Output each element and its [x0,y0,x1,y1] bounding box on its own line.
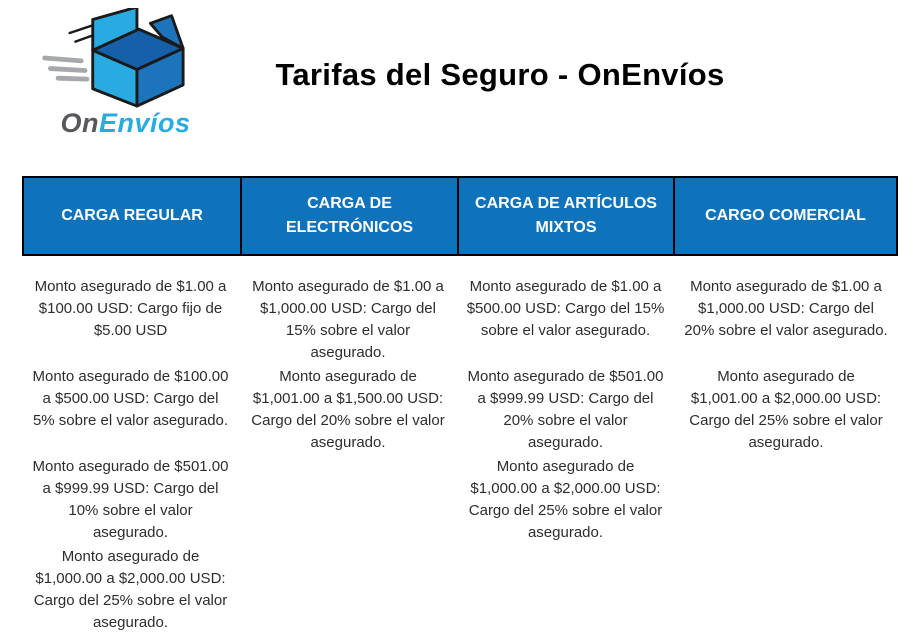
brand-on-text: On [60,108,99,138]
box-right-face [135,46,185,108]
brand-envios-text: Envíos [98,108,191,138]
table-cell: Monto asegurado de $501.00 a $999.99 USD… [32,458,229,541]
table-cell [239,456,457,546]
brand-wordmark: OnEnvíos [38,108,213,139]
table-cell: Monto asegurado de $1,000.00 a $2,000.00… [468,458,663,541]
table-header-row: CARGA REGULAR CARGA DE ELECTRÓNICOS CARG… [22,176,898,256]
table-cell: Monto asegurado de $1.00 a $1,000.00 USD… [684,278,888,339]
table-cell: Monto asegurado de $1.00 a $100.00 USD: … [34,278,227,339]
table-cell: Monto asegurado de $1.00 a $500.00 USD: … [466,278,665,339]
speed-lines-icon [42,55,90,82]
column-header-articulos-mixtos: CARGA DE ARTÍCULOS MIXTOS [457,178,674,254]
table-cell: Monto asegurado de $1,001.00 a $1,500.00… [251,368,445,451]
shipping-box-icon [42,8,185,108]
table-body: Monto asegurado de $1.00 a $100.00 USD: … [22,256,898,636]
table-cell: Monto asegurado de $1,000.00 a $2,000.00… [33,548,228,631]
table-cell [674,456,898,546]
table-cell: Monto asegurado de $1,001.00 a $2,000.00… [689,368,883,451]
onenvios-logo: OnEnvíos [36,8,211,148]
table-cell: Monto asegurado de $100.00 a $500.00 USD… [32,368,229,429]
tariff-table: CARGA REGULAR CARGA DE ELECTRÓNICOS CARG… [22,176,898,636]
table-cell [457,546,674,636]
table-cell: Monto asegurado de $1.00 a $1,000.00 USD… [252,278,444,361]
column-header-cargo-comercial: CARGO COMERCIAL [673,178,896,254]
page-title: Tarifas del Seguro - OnEnvíos [275,57,725,92]
table-cell [239,546,457,636]
column-header-carga-regular: CARGA REGULAR [24,178,240,254]
column-header-carga-electronicos: CARGA DE ELECTRÓNICOS [240,178,457,254]
table-cell [674,546,898,636]
table-cell: Monto asegurado de $501.00 a $999.99 USD… [467,368,664,451]
